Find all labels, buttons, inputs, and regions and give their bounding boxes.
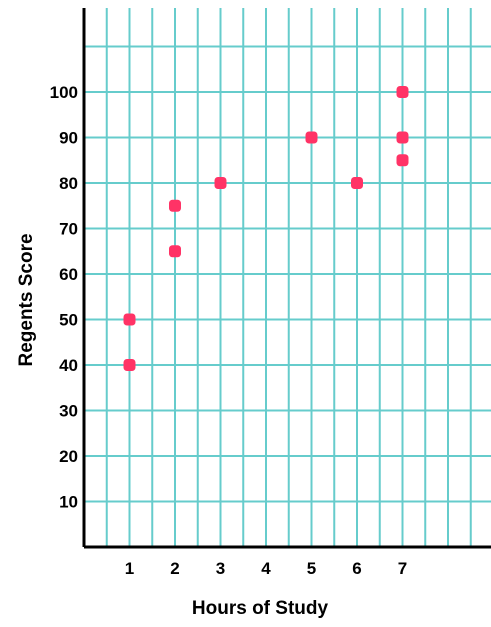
x-axis-title: Hours of Study [192,598,329,619]
data-point [214,177,227,189]
x-tick-label: 2 [170,559,179,578]
data-point [305,131,318,144]
data-point [396,86,409,98]
x-tick-label: 1 [125,559,134,578]
x-tick-label: 3 [216,559,225,578]
data-point [123,313,136,326]
data-points [123,86,409,371]
x-tick-label: 5 [307,559,316,578]
y-tick-label: 100 [50,83,78,102]
x-tick-label: 4 [261,559,271,578]
y-tick-labels: 10 20 30 40 50 60 70 80 90 100 [50,83,78,512]
data-point [169,199,181,212]
grid-lines [84,8,491,547]
axes [82,8,491,549]
data-point [396,154,409,167]
y-tick-label: 50 [59,311,78,330]
y-axis-title: Regents Score [16,233,37,366]
y-tick-label: 10 [59,493,78,512]
y-tick-label: 20 [59,447,78,466]
x-tick-label: 6 [352,559,361,578]
data-point [396,131,409,144]
x-tick-labels: 1 2 3 4 5 6 7 [125,559,407,578]
data-point [351,177,363,189]
y-tick-label: 70 [59,220,78,239]
x-tick-label: 7 [398,559,407,578]
y-tick-label: 30 [59,402,78,421]
y-tick-label: 90 [59,129,78,148]
y-tick-label: 80 [59,174,78,193]
data-point [123,359,136,371]
y-tick-label: 40 [59,356,78,375]
y-tick-label: 60 [59,265,78,284]
data-point [169,245,181,258]
